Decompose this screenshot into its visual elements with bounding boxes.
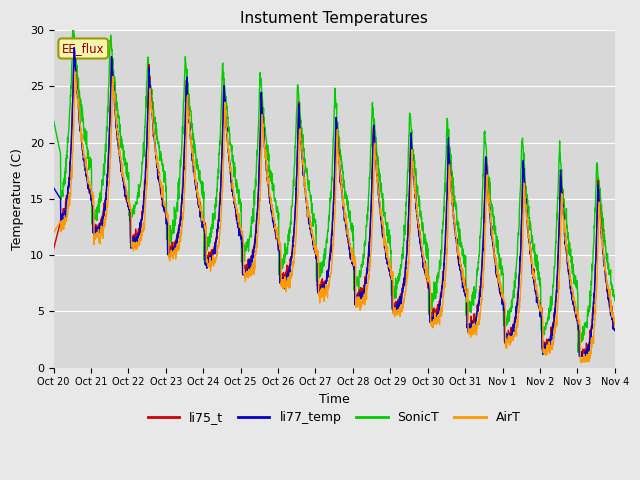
AirT	[50, 230, 58, 236]
SonicT	[611, 298, 619, 303]
AirT	[351, 258, 358, 264]
li75_t	[497, 293, 505, 299]
SonicT	[577, 336, 585, 342]
li77_temp	[351, 265, 358, 271]
SonicT	[363, 223, 371, 229]
AirT	[72, 69, 79, 75]
SonicT	[207, 240, 214, 245]
li77_temp	[50, 185, 58, 191]
SonicT	[497, 272, 505, 278]
li77_temp	[207, 257, 214, 263]
Line: AirT: AirT	[54, 72, 615, 362]
Line: SonicT: SonicT	[54, 30, 615, 352]
AirT	[363, 283, 371, 289]
Text: EE_flux: EE_flux	[62, 42, 104, 55]
li77_temp	[561, 239, 569, 244]
li77_temp	[363, 269, 371, 275]
Line: li75_t: li75_t	[54, 48, 615, 356]
SonicT	[574, 349, 582, 355]
li77_temp	[497, 294, 505, 300]
Y-axis label: Temperature (C): Temperature (C)	[11, 148, 24, 250]
li75_t	[611, 328, 619, 334]
AirT	[561, 237, 569, 242]
li77_temp	[611, 324, 619, 330]
li75_t	[363, 268, 371, 274]
Line: li77_temp: li77_temp	[54, 48, 615, 356]
SonicT	[351, 280, 358, 286]
Legend: li75_t, li77_temp, SonicT, AirT: li75_t, li77_temp, SonicT, AirT	[143, 406, 525, 429]
AirT	[577, 359, 584, 365]
SonicT	[69, 27, 77, 33]
SonicT	[561, 212, 569, 218]
li77_temp	[576, 353, 584, 359]
AirT	[497, 284, 505, 289]
li75_t	[561, 233, 569, 239]
AirT	[577, 359, 585, 365]
SonicT	[50, 117, 58, 123]
li75_t	[577, 350, 585, 356]
AirT	[207, 260, 214, 266]
AirT	[611, 324, 619, 330]
li77_temp	[70, 45, 78, 50]
Title: Instument Temperatures: Instument Temperatures	[240, 11, 428, 26]
li75_t	[50, 247, 58, 252]
li75_t	[575, 353, 583, 359]
li77_temp	[577, 353, 585, 359]
li75_t	[70, 46, 78, 51]
li75_t	[207, 259, 214, 264]
X-axis label: Time: Time	[319, 393, 349, 406]
li75_t	[351, 265, 358, 271]
